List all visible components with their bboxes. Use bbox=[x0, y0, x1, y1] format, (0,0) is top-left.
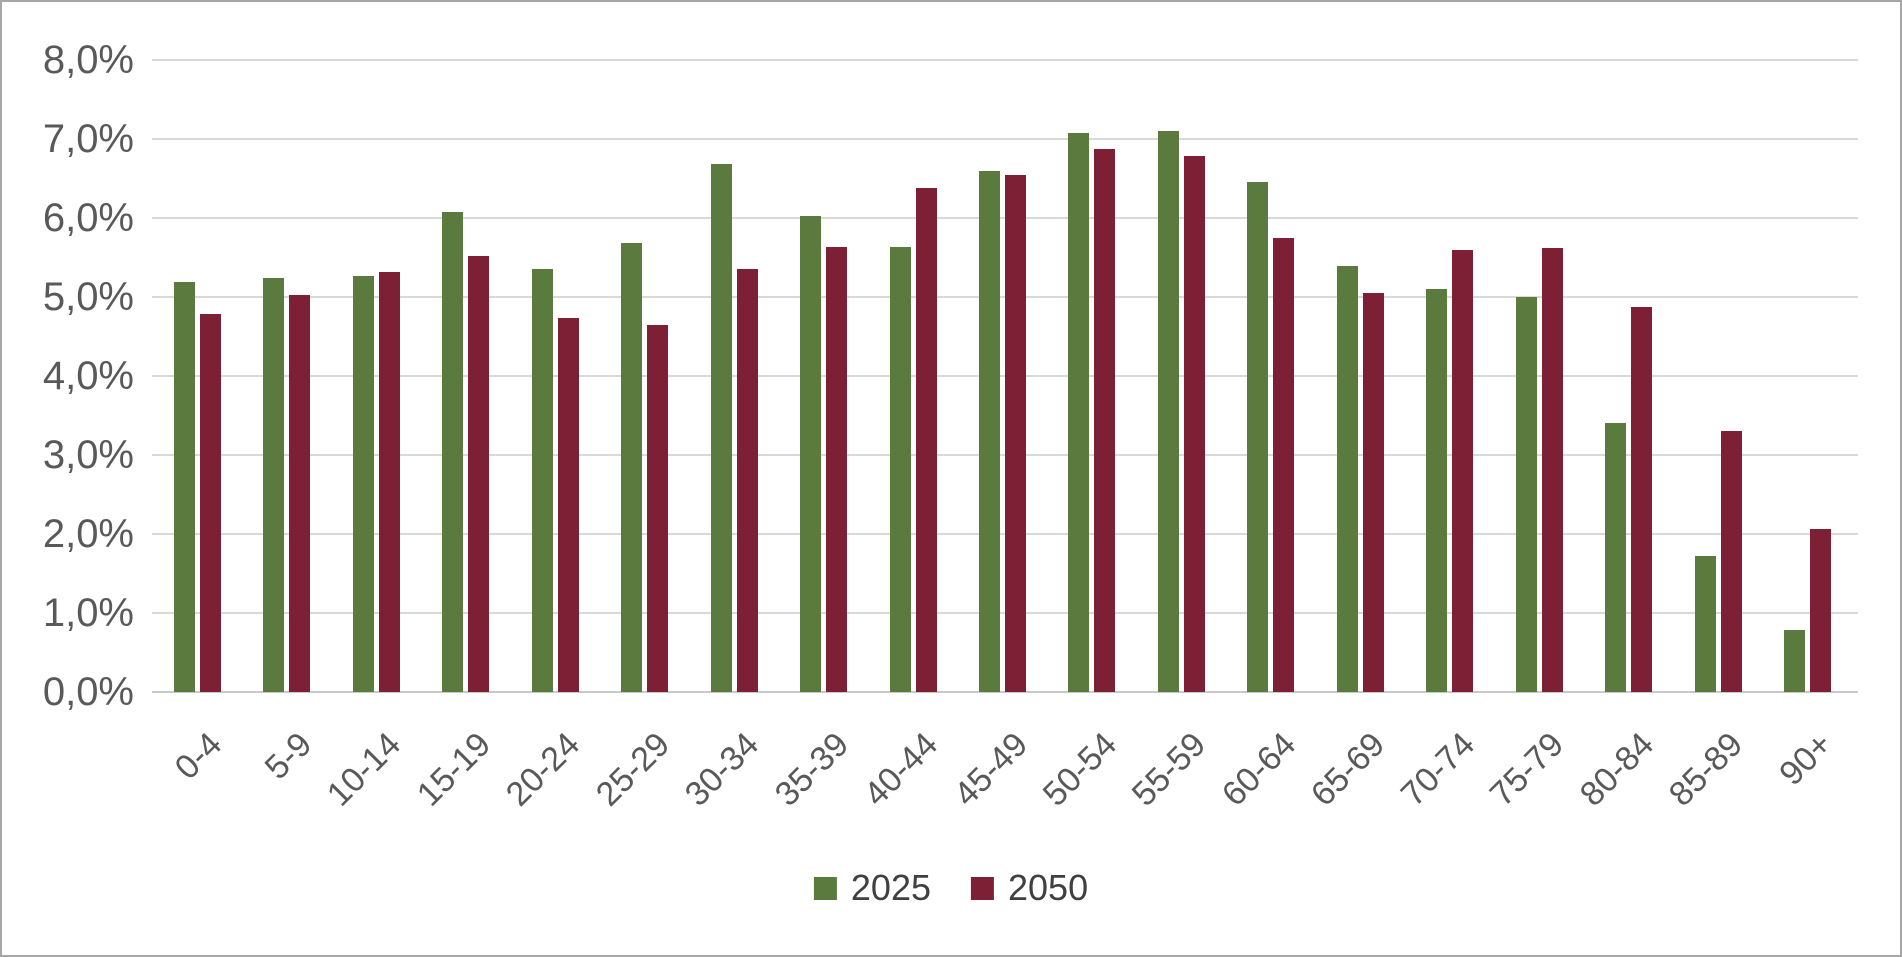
legend-label-2025: 2025 bbox=[850, 867, 931, 908]
gridline-7 bbox=[152, 138, 1858, 140]
legend-swatch-2050 bbox=[971, 876, 994, 900]
bar-2025-65-69 bbox=[1336, 266, 1358, 692]
bar-2025-15-19 bbox=[442, 211, 464, 692]
x-axis-label-0-4: 0-4 bbox=[168, 725, 230, 787]
bar-2050-40-44 bbox=[915, 188, 937, 692]
bar-2025-85-89 bbox=[1694, 556, 1716, 692]
legend-item-2025: 2025 bbox=[813, 867, 931, 908]
y-axis-label-2: 2,0% bbox=[42, 512, 134, 556]
bar-2025-40-44 bbox=[889, 247, 911, 692]
bar-2050-75-79 bbox=[1541, 248, 1563, 692]
bar-2050-35-39 bbox=[826, 247, 848, 692]
y-axis-label-8: 8,0% bbox=[42, 38, 134, 82]
bar-2050-5-9 bbox=[289, 294, 311, 692]
legend-item-2050: 2050 bbox=[971, 870, 1088, 906]
bar-2025-75-79 bbox=[1515, 297, 1537, 692]
bar-2025-5-9 bbox=[263, 278, 285, 692]
x-axis-label-15-19: 15-19 bbox=[409, 725, 498, 814]
bar-2025-60-64 bbox=[1247, 182, 1269, 692]
y-axis-label-6: 6,0% bbox=[42, 196, 134, 240]
bar-2025-35-39 bbox=[800, 216, 822, 692]
x-axis-label-85-89: 85-89 bbox=[1661, 725, 1751, 814]
bar-2025-70-74 bbox=[1426, 289, 1448, 692]
x-axis-label-20-24: 20-24 bbox=[499, 725, 588, 814]
bar-2050-15-19 bbox=[468, 255, 490, 692]
y-axis-label-3: 3,0% bbox=[42, 433, 134, 477]
legend-label-2050: 2050 bbox=[1008, 867, 1089, 908]
bar-2025-25-29 bbox=[621, 243, 643, 692]
x-axis-label-90+: 90+ bbox=[1771, 725, 1840, 793]
bar-2025-30-34 bbox=[710, 163, 732, 692]
bar-2025-45-49 bbox=[979, 171, 1000, 692]
bar-2050-25-29 bbox=[647, 325, 669, 692]
bar-2025-55-59 bbox=[1157, 131, 1179, 692]
x-axis-label-60-64: 60-64 bbox=[1214, 725, 1303, 814]
bar-2025-20-24 bbox=[531, 268, 553, 692]
bar-2025-10-14 bbox=[352, 275, 374, 692]
x-axis-label-30-34: 30-34 bbox=[677, 725, 767, 814]
bar-2050-0-4 bbox=[200, 314, 221, 692]
bar-2025-0-4 bbox=[174, 282, 195, 692]
x-axis-label-80-84: 80-84 bbox=[1572, 725, 1661, 814]
gridline-8 bbox=[152, 59, 1858, 61]
y-axis-label-5: 5,0% bbox=[42, 275, 134, 319]
legend-swatch-2025 bbox=[813, 876, 837, 900]
x-axis-label-5-9: 5-9 bbox=[257, 725, 320, 787]
bar-2050-20-24 bbox=[557, 318, 579, 692]
bar-2050-55-59 bbox=[1183, 156, 1205, 692]
bar-2025-50-54 bbox=[1068, 132, 1090, 692]
bar-2050-50-54 bbox=[1094, 148, 1116, 692]
bar-2050-65-69 bbox=[1362, 293, 1384, 692]
x-axis-label-50-54: 50-54 bbox=[1035, 725, 1125, 814]
chart-legend: 2025 2050 bbox=[813, 867, 1088, 908]
x-axis-label-25-29: 25-29 bbox=[588, 725, 677, 814]
y-axis-label-0: 0,0% bbox=[42, 670, 134, 714]
y-axis-label-4: 4,0% bbox=[42, 354, 134, 398]
x-axis-label-70-74: 70-74 bbox=[1393, 725, 1482, 814]
y-axis-label-1: 1,0% bbox=[42, 591, 134, 635]
bar-2050-90+ bbox=[1809, 529, 1831, 692]
x-axis-label-40-44: 40-44 bbox=[856, 725, 946, 814]
bar-2050-10-14 bbox=[378, 271, 400, 692]
bar-2050-30-34 bbox=[736, 269, 758, 692]
bar-2050-60-64 bbox=[1273, 237, 1295, 693]
bar-2050-70-74 bbox=[1452, 249, 1474, 692]
bar-2025-80-84 bbox=[1605, 422, 1626, 692]
bar-2025-90+ bbox=[1783, 629, 1805, 692]
bar-2050-85-89 bbox=[1720, 430, 1742, 692]
y-axis-label-7: 7,0% bbox=[42, 117, 134, 161]
x-axis-label-55-59: 55-59 bbox=[1125, 725, 1214, 814]
x-axis-label-10-14: 10-14 bbox=[320, 725, 409, 814]
x-axis-label-35-39: 35-39 bbox=[767, 725, 856, 814]
x-axis-line bbox=[152, 691, 1858, 693]
x-axis-label-65-69: 65-69 bbox=[1304, 725, 1393, 814]
x-axis-label-75-79: 75-79 bbox=[1482, 725, 1572, 814]
bar-2050-80-84 bbox=[1631, 307, 1652, 692]
x-axis-label-45-49: 45-49 bbox=[946, 725, 1035, 814]
bar-2050-45-49 bbox=[1005, 175, 1026, 692]
